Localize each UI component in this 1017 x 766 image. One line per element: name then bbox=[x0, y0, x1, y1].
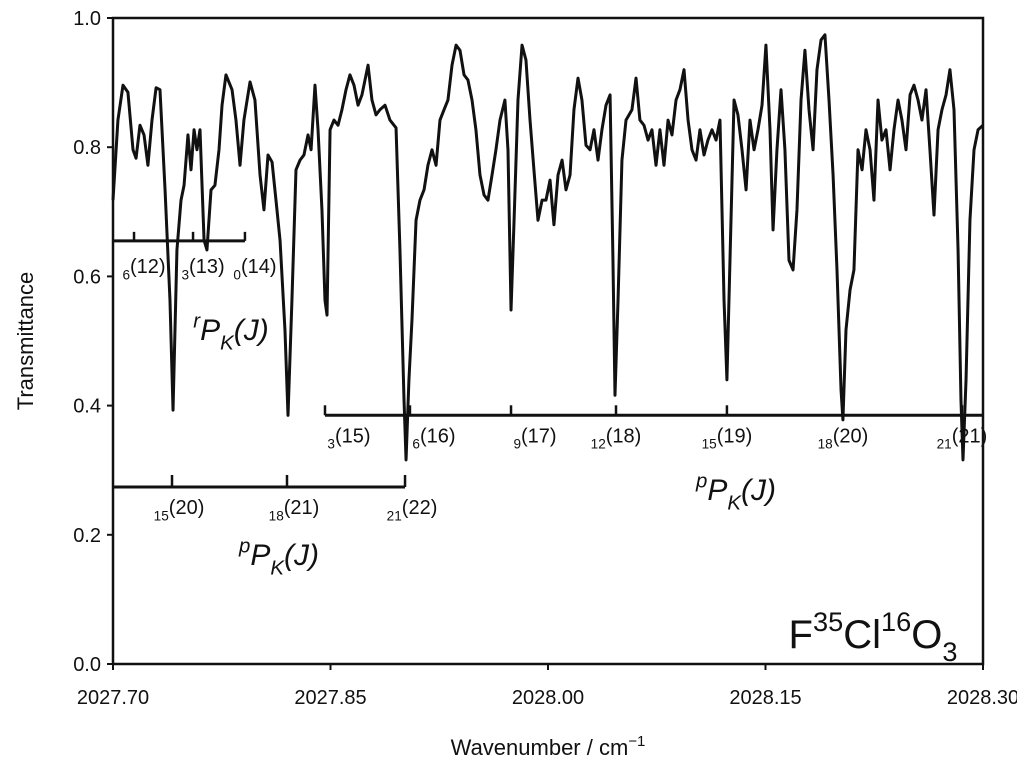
text-segment: (19) bbox=[717, 425, 753, 447]
text-segment: K bbox=[727, 493, 742, 515]
text-segment: P bbox=[200, 314, 220, 347]
x-tick-label: 2028.15 bbox=[729, 687, 801, 709]
assignment-label: 21(22) bbox=[387, 497, 438, 523]
text-segment: 35 bbox=[813, 606, 843, 637]
text-segment: −1 bbox=[628, 733, 645, 750]
y-tick-label: 0.0 bbox=[73, 654, 101, 676]
text-segment: (J) bbox=[741, 474, 776, 507]
x-axis-title: Wavenumber / cm−1 bbox=[451, 733, 646, 760]
text-segment: 12 bbox=[591, 437, 606, 452]
assignment-label: 9(17) bbox=[513, 425, 556, 451]
text-segment: P bbox=[250, 539, 270, 572]
text-segment: (15) bbox=[335, 425, 371, 447]
y-tick-label: 1.0 bbox=[73, 8, 101, 30]
text-segment: 21 bbox=[387, 508, 402, 523]
text-segment: (20) bbox=[833, 425, 869, 447]
text-segment: Wavenumber / cm bbox=[451, 735, 629, 760]
assignment-label: 12(18) bbox=[591, 425, 642, 451]
assignment-label: 3(15) bbox=[327, 425, 370, 451]
assignment-label: 15(19) bbox=[702, 425, 753, 451]
text-segment: (22) bbox=[402, 497, 438, 519]
y-axis-title: Transmittance bbox=[13, 272, 38, 411]
text-segment: K bbox=[220, 333, 235, 355]
formula: F35Cl16O3 bbox=[789, 606, 958, 667]
text-segment: r bbox=[193, 310, 201, 332]
y-tick-label: 0.4 bbox=[73, 396, 101, 418]
spectrum-line bbox=[111, 33, 985, 462]
x-tick-label: 2027.70 bbox=[77, 687, 149, 709]
x-tick-label: 2028.00 bbox=[512, 687, 584, 709]
text-segment: (J) bbox=[234, 314, 269, 347]
text-segment: 18 bbox=[818, 437, 833, 452]
text-segment: (12) bbox=[130, 256, 166, 278]
branch-label: pPK(J) bbox=[238, 535, 319, 579]
assignment-label: 3(13) bbox=[181, 256, 224, 282]
text-segment: 18 bbox=[269, 508, 284, 523]
text-segment: (14) bbox=[241, 256, 277, 278]
branch-label: pPK(J) bbox=[695, 470, 776, 514]
branch-label: rPK(J) bbox=[193, 310, 268, 354]
assignment-label: 6(12) bbox=[122, 256, 165, 282]
text-segment: P bbox=[707, 474, 727, 507]
assignment-label: 0(14) bbox=[233, 256, 276, 282]
text-segment: 16 bbox=[881, 606, 911, 637]
y-tick-label: 0.2 bbox=[73, 525, 101, 547]
assignment-label: 6(16) bbox=[412, 425, 455, 451]
text-segment: K bbox=[270, 558, 285, 580]
text-segment: 9 bbox=[513, 437, 521, 452]
text-segment: (13) bbox=[189, 256, 225, 278]
text-segment: 6 bbox=[122, 267, 130, 282]
text-segment: (17) bbox=[521, 425, 557, 447]
text-segment: (20) bbox=[169, 497, 205, 519]
text-segment: (21) bbox=[284, 497, 320, 519]
text-segment: p bbox=[695, 470, 707, 492]
text-segment: (J) bbox=[284, 539, 319, 572]
text-segment: (16) bbox=[420, 425, 456, 447]
text-segment: 3 bbox=[942, 636, 957, 667]
text-segment: 3 bbox=[327, 437, 335, 452]
assignment-label: 18(21) bbox=[269, 497, 320, 523]
text-segment: 21 bbox=[937, 437, 952, 452]
y-tick-label: 0.8 bbox=[73, 137, 101, 159]
text-segment: 3 bbox=[181, 267, 189, 282]
x-tick-label: 2027.85 bbox=[294, 687, 366, 709]
text-segment: Transmittance bbox=[13, 272, 38, 411]
text-segment: 0 bbox=[233, 267, 241, 282]
assignment-label: 15(20) bbox=[154, 497, 205, 523]
text-segment: p bbox=[238, 535, 250, 557]
text-segment: 15 bbox=[702, 437, 717, 452]
text-segment: O bbox=[911, 613, 942, 657]
y-tick-label: 0.6 bbox=[73, 266, 101, 288]
text-segment: (18) bbox=[606, 425, 642, 447]
text-segment: (21) bbox=[952, 425, 988, 447]
assignment-label: 18(20) bbox=[818, 425, 869, 451]
text-segment: Cl bbox=[843, 613, 881, 657]
text-segment: F bbox=[789, 613, 813, 657]
text-segment: 6 bbox=[412, 437, 420, 452]
x-tick-label: 2028.30 bbox=[947, 687, 1017, 709]
text-segment: 15 bbox=[154, 508, 169, 523]
